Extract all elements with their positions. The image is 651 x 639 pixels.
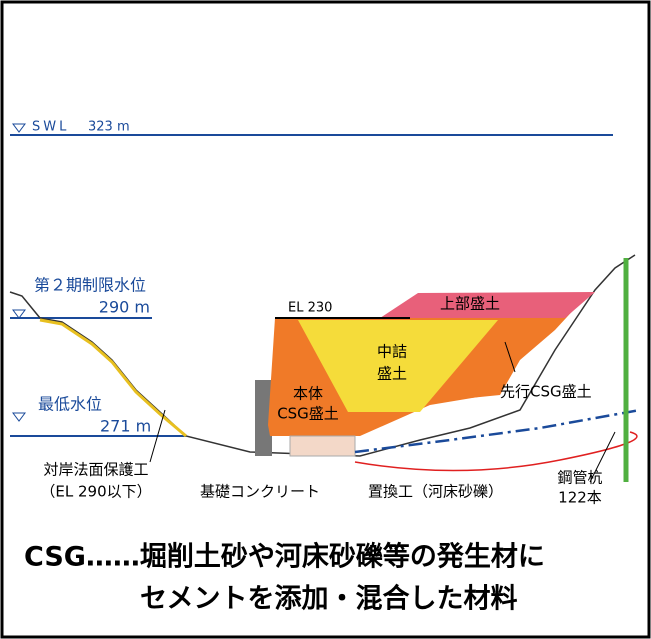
upper-label: 上部盛土 xyxy=(440,295,500,313)
limit-label: 第２期制限水位 xyxy=(34,276,146,295)
min-label: 最低水位 xyxy=(38,395,102,414)
ground-line xyxy=(9,254,636,457)
foundation-label: 基礎コンクリート xyxy=(200,483,320,501)
caption-line: セメントを添加・混合した材料 xyxy=(140,583,517,615)
water-mark xyxy=(12,412,26,422)
core-label: 盛土 xyxy=(377,365,407,383)
body-label: CSG盛土 xyxy=(277,405,339,423)
body-label: 本体 xyxy=(293,385,323,403)
gray-block xyxy=(255,380,272,456)
protection-label: （EL 290以下） xyxy=(40,483,151,501)
crest-label: EL 230 xyxy=(288,301,332,316)
pile-label: 122本 xyxy=(558,489,602,507)
water-mark xyxy=(12,123,26,133)
leader xyxy=(149,409,166,463)
upper-fill xyxy=(380,292,595,318)
water-mark xyxy=(12,309,26,319)
leading-label: 先行CSG盛土 xyxy=(500,383,592,401)
protection-label: 対岸法面保護工 xyxy=(43,461,148,479)
pile-label: 鋼管杭 xyxy=(557,469,602,487)
limit-elevation: 290 m xyxy=(99,298,150,317)
slope-protection xyxy=(39,318,187,438)
leader xyxy=(589,431,616,483)
replacement-label: 置換工（河床砂礫） xyxy=(368,483,503,501)
foundation-line xyxy=(354,408,641,454)
swl-label: SWL xyxy=(32,120,69,135)
leader xyxy=(504,341,516,373)
caption-line: CSG……堀削土砂や河床砂礫等の発生材に xyxy=(24,541,545,573)
swl-elevation: 323 m xyxy=(88,120,130,135)
core-fill xyxy=(298,320,498,412)
replacement xyxy=(289,435,356,457)
min-elevation: 271 m xyxy=(100,417,151,436)
leading-csg xyxy=(420,292,590,398)
core-label: 中詰 xyxy=(377,343,407,361)
red-line xyxy=(354,431,638,472)
